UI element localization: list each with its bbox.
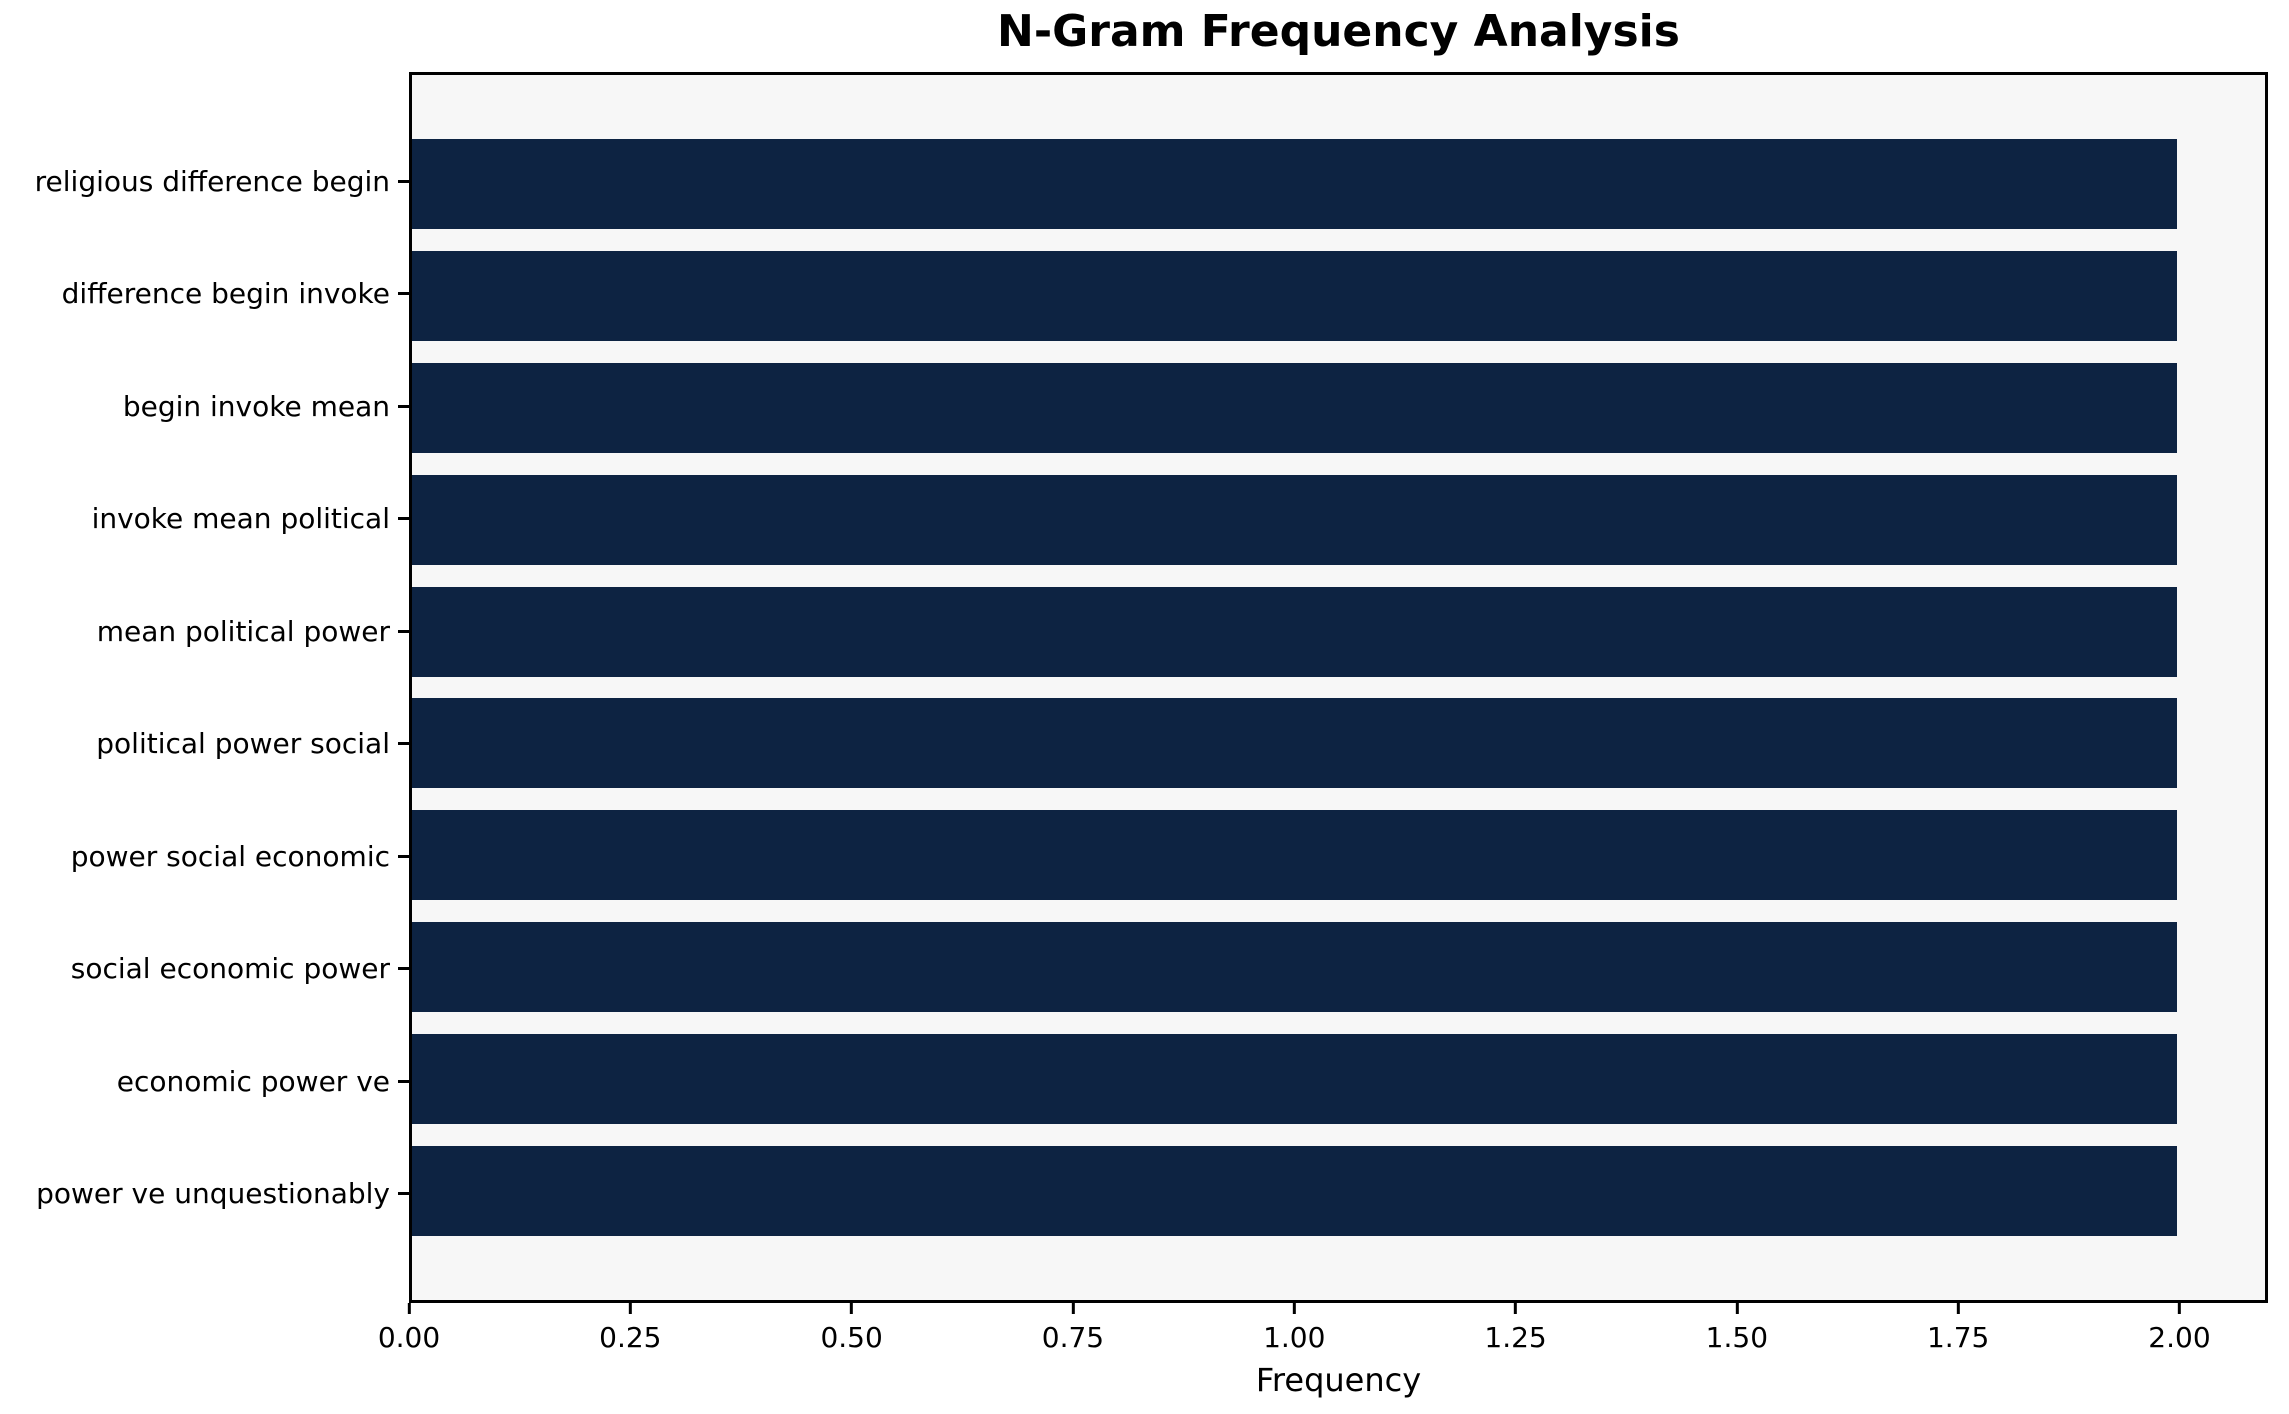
x-tick: 1.25 — [1484, 1303, 1547, 1354]
x-tick: 0.50 — [820, 1303, 883, 1354]
x-tick-label: 2.00 — [2148, 1321, 2211, 1354]
x-tick-label: 1.75 — [1926, 1321, 1990, 1354]
bar — [412, 474, 2177, 565]
bar-row — [412, 464, 2265, 576]
y-tick-mark — [398, 629, 409, 633]
x-axis: Frequency 0.00 0.25 0.50 0.75 1.00 1.25 1.50 1.… — [378, 1303, 2268, 1414]
bar-row — [412, 911, 2265, 1023]
bar-row — [412, 576, 2265, 688]
y-label-row: begin invoke mean — [0, 350, 409, 463]
y-tick-mark — [398, 742, 409, 746]
y-label-row: religious difference begin — [0, 125, 409, 238]
x-tick-mark — [2177, 1303, 2181, 1314]
bar-row — [412, 799, 2265, 911]
x-tick-label: 0.50 — [820, 1321, 883, 1354]
x-tick-mark — [1956, 1303, 1960, 1314]
y-tick-mark — [398, 404, 409, 408]
bar — [412, 250, 2177, 341]
x-tick-label: 1.50 — [1705, 1321, 1769, 1354]
x-tick-label: 0.75 — [1041, 1321, 1105, 1354]
bar-row — [412, 1023, 2265, 1135]
y-label-row: invoke mean political — [0, 463, 409, 576]
y-tick-label: begin invoke mean — [122, 389, 390, 423]
x-tick-mark — [1735, 1303, 1739, 1314]
x-tick-mark — [628, 1303, 632, 1314]
bar-row — [412, 240, 2265, 352]
y-tick-label: difference begin invoke — [61, 277, 390, 311]
bar-row — [412, 1135, 2265, 1247]
y-label-row: political power social — [0, 688, 409, 801]
bar-rows — [412, 75, 2265, 1300]
bar — [412, 586, 2177, 677]
y-label-row: power ve unquestionably — [0, 1138, 409, 1251]
x-tick: 0.00 — [378, 1303, 440, 1354]
x-tick-mark — [1292, 1303, 1296, 1314]
x-axis-title: Frequency — [1255, 1361, 1422, 1399]
bar — [412, 1034, 2177, 1125]
y-tick-mark — [398, 1079, 409, 1083]
y-tick-mark — [398, 292, 409, 296]
chart-title: N-Gram Frequency Analysis — [997, 6, 1680, 57]
bar-row — [412, 352, 2265, 464]
x-tick: 0.75 — [1042, 1303, 1104, 1354]
y-label-row: mean political power — [0, 575, 409, 688]
x-tick: 0.25 — [599, 1303, 661, 1354]
bar-row — [412, 128, 2265, 240]
x-tick-label: 1.00 — [1263, 1321, 1326, 1354]
x-tick: 1.75 — [1927, 1303, 1989, 1354]
y-tick-label: political power social — [96, 727, 390, 761]
x-tick-mark — [1514, 1303, 1518, 1314]
bar — [412, 1146, 2177, 1237]
y-tick-label: invoke mean political — [91, 502, 390, 536]
x-tick-mark — [1071, 1303, 1075, 1314]
x-tick-label: 0.00 — [377, 1321, 441, 1354]
bar — [412, 362, 2177, 453]
y-tick-mark — [398, 967, 409, 971]
bar-row — [412, 688, 2265, 800]
y-tick-mark — [398, 854, 409, 858]
bar — [412, 922, 2177, 1013]
y-tick-mark — [398, 517, 409, 521]
y-tick-mark — [398, 1192, 409, 1196]
x-tick-label: 1.25 — [1484, 1321, 1547, 1354]
plot-area — [409, 72, 2268, 1303]
bar — [412, 810, 2177, 901]
x-tick: 1.00 — [1263, 1303, 1325, 1354]
x-tick-mark — [407, 1303, 411, 1314]
y-tick-mark — [398, 179, 409, 183]
x-tick-label: 0.25 — [599, 1321, 662, 1354]
y-label-row: difference begin invoke — [0, 238, 409, 351]
y-tick-label: economic power ve — [116, 1064, 390, 1098]
y-tick-label: mean political power — [96, 614, 390, 648]
x-tick: 1.50 — [1706, 1303, 1768, 1354]
y-axis-labels: religious difference begin difference beg… — [0, 72, 409, 1303]
x-tick-mark — [850, 1303, 854, 1314]
y-tick-label: power social economic — [70, 839, 390, 873]
y-label-row: social economic power — [0, 913, 409, 1026]
x-tick: 2.00 — [2148, 1303, 2211, 1354]
y-tick-label: religious difference begin — [34, 164, 390, 198]
y-tick-label: power ve unquestionably — [36, 1177, 390, 1211]
y-label-row: economic power ve — [0, 1025, 409, 1138]
y-label-row: power social economic — [0, 800, 409, 913]
y-tick-label: social economic power — [70, 952, 390, 986]
bar — [412, 138, 2177, 229]
bar — [412, 698, 2177, 789]
